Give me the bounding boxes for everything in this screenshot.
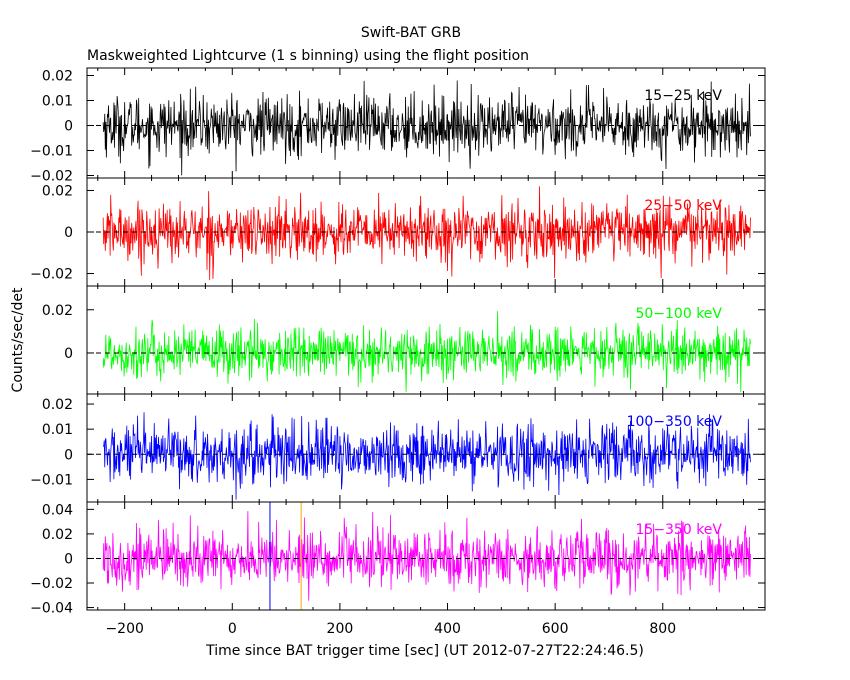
band-label-4: 15−350 keV [635,522,722,538]
y-tick-label-1-1: 0 [64,225,73,241]
band-label-3: 100−350 keV [627,414,723,430]
y-tick-label-0-2: 0 [64,119,73,135]
series-line-4 [102,511,751,601]
y-tick-label-3-1: 0 [64,447,73,463]
x-tick-label-5: 800 [649,621,676,637]
x-tick-label-3: 400 [434,621,461,637]
y-tick-label-1-2: 0.02 [42,183,73,199]
panel-frame-4 [86,501,766,611]
x-axis-label: Time since BAT trigger time [sec] (UT 20… [205,643,644,659]
band-label-0: 15−25 keV [644,88,722,104]
y-tick-label-1-0: −0.02 [30,267,73,283]
y-tick-label-2-0: 0 [64,346,73,362]
series-line-2 [102,311,751,392]
y-tick-label-0-4: 0.02 [42,69,73,85]
y-tick-label-4-1: −0.02 [30,576,73,592]
figure-subtitle: Maskweighted Lightcurve (1 s binning) us… [87,48,529,64]
panel-3: −0.01 0 0.01 0.02 100−350 keV [30,393,766,503]
series-line-3 [103,412,751,500]
y-tick-label-0-0: −0.02 [30,169,73,185]
y-tick-label-3-0: −0.01 [30,472,73,488]
band-label-1: 25−50 keV [644,198,722,214]
band-label-2: 50−100 keV [635,306,722,322]
y-tick-label-3-3: 0.02 [42,397,73,413]
panel-4: −0.04 −0.02 0 0.02 0.04 15−350 keV [30,501,766,617]
y-tick-label-4-0: −0.04 [30,601,73,617]
y-tick-label-0-1: −0.01 [30,144,73,160]
x-tick-label-2: 200 [327,621,354,637]
x-tick-label-4: 600 [542,621,569,637]
panel-0: −0.02 −0.01 0 0.01 0.02 15−25 keV [30,67,766,185]
y-tick-label-3-2: 0.01 [42,422,73,438]
y-tick-label-4-4: 0.04 [42,502,73,518]
x-axis: −200 0 200 400 600 800 [105,621,676,637]
y-tick-label-0-3: 0.01 [42,94,73,110]
x-tick-label-1: 0 [228,621,237,637]
panel-frame-0 [86,67,766,179]
y-axis-label: Counts/sec/det [10,287,26,392]
panel-1: −0.02 0 0.02 25−50 keV [30,177,766,287]
panels-group: −0.02 −0.01 0 0.01 0.02 15−25 keV −0.02 0 0.02 25… [30,67,766,617]
series-line-0 [102,80,751,176]
panel-2: 0 0.02 50−100 keV [42,285,766,395]
y-tick-label-4-3: 0.02 [42,527,73,543]
figure-title: Swift-BAT GRB [361,25,461,41]
series-line-1 [102,186,751,281]
y-tick-label-4-2: 0 [64,551,73,567]
x-tick-label-0: −200 [105,621,143,637]
y-tick-label-2-1: 0.02 [42,303,73,319]
